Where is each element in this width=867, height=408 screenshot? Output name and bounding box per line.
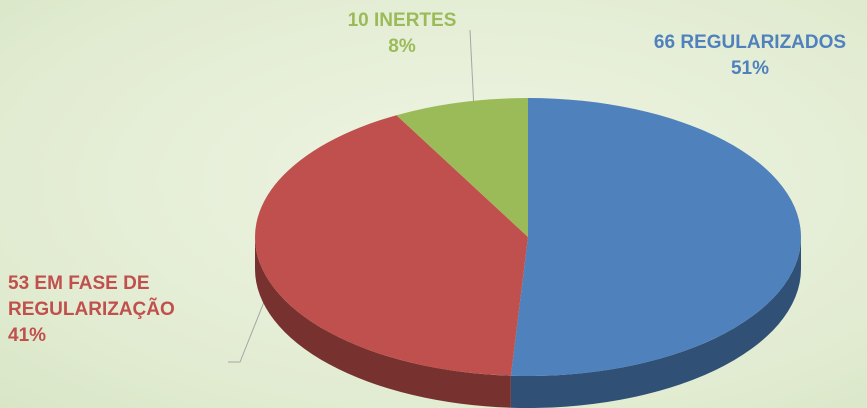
slice <box>510 98 801 376</box>
count: 53 <box>8 273 30 294</box>
slice-side <box>510 237 802 408</box>
slice-label: 66 REGULARIZADOS 51% <box>600 30 867 82</box>
slice-side <box>255 237 511 408</box>
percent: 41% <box>8 325 47 346</box>
category: REGULARIZADOS <box>680 32 847 53</box>
percent: 51% <box>730 58 770 79</box>
slice-label: 10 INERTES 8% <box>300 8 504 60</box>
category: EM FASE DE REGULARIZAÇÃO <box>8 273 175 320</box>
count: 66 <box>653 32 676 53</box>
leader-line <box>228 291 269 363</box>
category: INERTES <box>374 10 457 31</box>
percent: 8% <box>388 36 416 57</box>
slice <box>255 115 528 376</box>
slice-label: 53 EM FASE DE REGULARIZAÇÃO 41% <box>8 271 223 349</box>
slice <box>396 98 528 237</box>
pie <box>255 98 802 408</box>
count: 10 <box>347 10 369 31</box>
leader-line <box>469 29 475 111</box>
